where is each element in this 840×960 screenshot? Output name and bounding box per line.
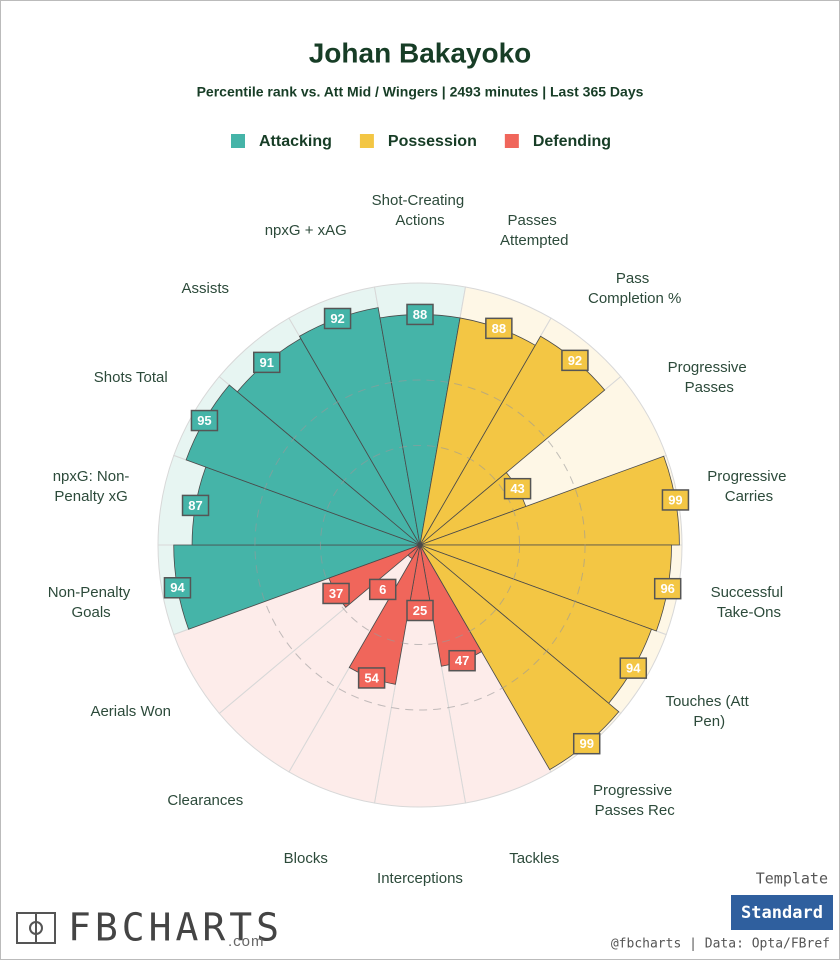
- value-box: [561, 349, 589, 372]
- category-label: Progressive Passes: [668, 359, 751, 396]
- value-label: 37: [329, 586, 343, 601]
- category-label: Progressive Passes Rec: [593, 782, 676, 819]
- value-label: 43: [510, 481, 524, 496]
- category-label: Pass Completion %: [588, 270, 681, 307]
- legend-swatch: [359, 134, 374, 148]
- category-label: Tackles: [509, 850, 559, 867]
- category-label: Shots Total: [94, 369, 168, 386]
- category-label: Touches (Att Pen): [665, 693, 753, 730]
- value-box: [406, 303, 434, 326]
- value-label: 96: [660, 581, 674, 596]
- legend-label: Defending: [533, 133, 611, 150]
- category-label: npxG: Non-Penalty xG: [53, 468, 130, 505]
- value-label: 94: [170, 580, 185, 595]
- value-label: 92: [568, 353, 582, 368]
- category-label: Shot-Creating Actions: [372, 192, 469, 229]
- logo-text: FBCHARTS: [68, 906, 283, 950]
- value-box: [661, 489, 690, 511]
- value-label: 94: [626, 661, 641, 676]
- value-label: 88: [492, 321, 506, 336]
- category-label: Successful Take-Ons: [711, 584, 788, 621]
- template-button-text[interactable]: Standard: [741, 903, 823, 923]
- template-label: Template: [756, 870, 828, 888]
- value-label: 6: [379, 582, 386, 597]
- ring: [254, 379, 586, 711]
- value-box: [653, 577, 682, 600]
- legend-swatch: [231, 134, 245, 148]
- category-label: npxG + xAG: [265, 222, 347, 239]
- value-label: 88: [413, 307, 427, 322]
- value-box: [572, 732, 601, 755]
- logo-suffix: .com: [228, 933, 265, 950]
- value-box: [357, 667, 386, 689]
- value-label: 91: [260, 355, 274, 370]
- value-box: [323, 307, 352, 330]
- legend: Attacking Possession Defending: [231, 133, 611, 150]
- legend-label: Attacking: [259, 133, 332, 150]
- category-label: Blocks: [284, 850, 328, 867]
- value-box: [163, 577, 192, 599]
- value-box: [181, 494, 210, 517]
- ring: [319, 444, 521, 646]
- category-labels: Non-Penalty Goals npxG: Non-Penalty xG Sho…: [48, 192, 791, 887]
- value-box: [322, 582, 350, 605]
- chart-subtitle: Percentile rank vs. Att Mid / Wingers | …: [197, 84, 644, 100]
- value-box: [406, 599, 434, 622]
- category-label: Non-Penalty Goals: [48, 584, 135, 621]
- value-label: 95: [197, 413, 211, 428]
- category-label: Passes Attempted: [500, 212, 568, 249]
- value-labels: 94 87 95 91 92 88 88 92 43 99 96 94 99 47 25 54 6 37: [163, 303, 690, 755]
- value-box: [448, 649, 476, 672]
- bars: [173, 307, 680, 771]
- value-box: [190, 409, 219, 432]
- value-box: [485, 317, 513, 340]
- category-label: Clearances: [167, 792, 243, 809]
- value-label: 87: [188, 498, 202, 513]
- value-label: 99: [668, 492, 682, 507]
- category-label: Progressive Carries: [707, 468, 790, 505]
- value-label: 54: [364, 670, 379, 685]
- logo-icon: [29, 921, 43, 935]
- value-box: [503, 477, 532, 500]
- category-label: Assists: [182, 280, 230, 297]
- category-label: Interceptions: [377, 870, 463, 887]
- value-label: 47: [455, 653, 469, 668]
- rings: [254, 379, 586, 711]
- chart-title: Johan Bakayoko: [309, 37, 532, 68]
- value-label: 99: [579, 736, 593, 751]
- credit: @fbcharts | Data: Opta/FBref: [611, 937, 830, 952]
- legend-label: Possession: [388, 133, 477, 150]
- value-label: 25: [413, 603, 427, 618]
- legend-swatch: [504, 134, 519, 148]
- value-box: [252, 351, 281, 374]
- value-label: 92: [330, 311, 344, 326]
- category-label: Aerials Won: [90, 703, 171, 720]
- value-box: [368, 578, 397, 601]
- logo: FBCHARTS .com: [16, 906, 283, 950]
- template-button[interactable]: [731, 895, 833, 930]
- value-box: [619, 657, 648, 679]
